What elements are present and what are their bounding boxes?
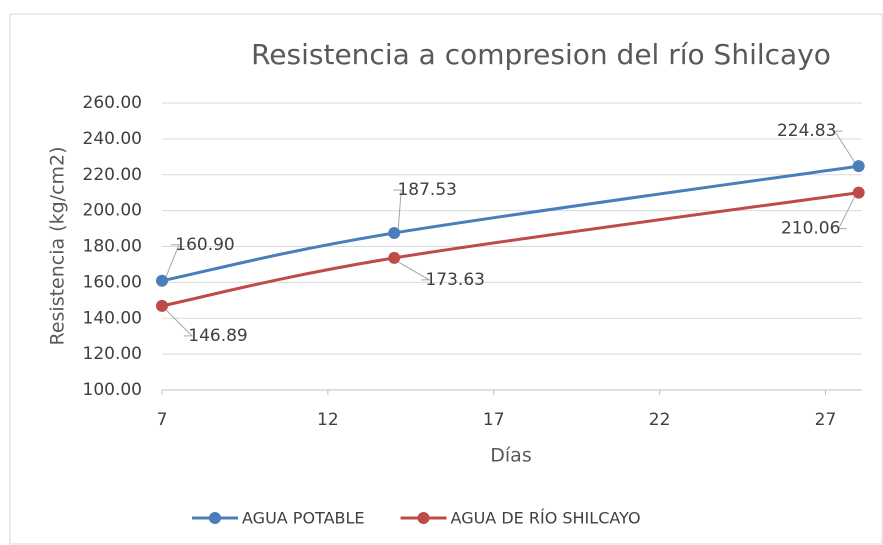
x-axis-label: Días bbox=[490, 445, 531, 467]
series-line bbox=[161, 191, 859, 308]
x-tick-label: 7 bbox=[157, 410, 168, 430]
x-tick-label: 27 bbox=[815, 410, 837, 430]
legend-label: AGUA POTABLE bbox=[242, 509, 365, 528]
y-tick-label: 100.00 bbox=[83, 380, 142, 400]
data-label: 224.83 bbox=[777, 121, 836, 141]
y-tick-label: 240.00 bbox=[83, 129, 142, 149]
data-point bbox=[388, 251, 401, 264]
y-tick-label: 260.00 bbox=[83, 93, 142, 113]
leader-line bbox=[393, 189, 402, 230]
legend-marker bbox=[417, 512, 430, 524]
y-tick-label: 180.00 bbox=[83, 237, 142, 257]
leader-line bbox=[837, 196, 856, 230]
y-axis-label: Resistencia (kg/cm2) bbox=[47, 146, 69, 345]
data-point bbox=[852, 186, 865, 199]
data-label: 160.90 bbox=[175, 235, 234, 255]
x-tick-label: 22 bbox=[649, 410, 671, 430]
data-point bbox=[852, 160, 865, 173]
leader-line bbox=[165, 244, 180, 277]
y-tick-label: 220.00 bbox=[83, 165, 142, 185]
legend-label: AGUA DE RÍO SHILCAYO bbox=[451, 509, 641, 528]
leader-line bbox=[833, 130, 856, 163]
y-tick-label: 160.00 bbox=[83, 272, 142, 292]
y-tick-label: 140.00 bbox=[83, 308, 142, 328]
chart-frame bbox=[9, 13, 883, 545]
data-point bbox=[156, 299, 168, 312]
series-line bbox=[161, 164, 859, 283]
chart-title: Resistencia a compresion del río Shilcay… bbox=[251, 38, 831, 71]
data-label: 173.63 bbox=[425, 270, 484, 290]
x-tick-label: 17 bbox=[483, 410, 505, 430]
leader-line bbox=[397, 261, 432, 281]
data-label: 210.06 bbox=[781, 219, 840, 239]
legend-marker bbox=[209, 512, 221, 524]
leader-line bbox=[165, 309, 194, 337]
data-label: 146.89 bbox=[188, 326, 247, 346]
x-tick-label: 12 bbox=[317, 410, 339, 430]
data-label: 187.53 bbox=[397, 180, 456, 200]
y-tick-label: 120.00 bbox=[83, 344, 142, 364]
y-tick-label: 200.00 bbox=[83, 201, 142, 221]
data-point bbox=[388, 226, 401, 239]
data-point bbox=[156, 274, 168, 287]
